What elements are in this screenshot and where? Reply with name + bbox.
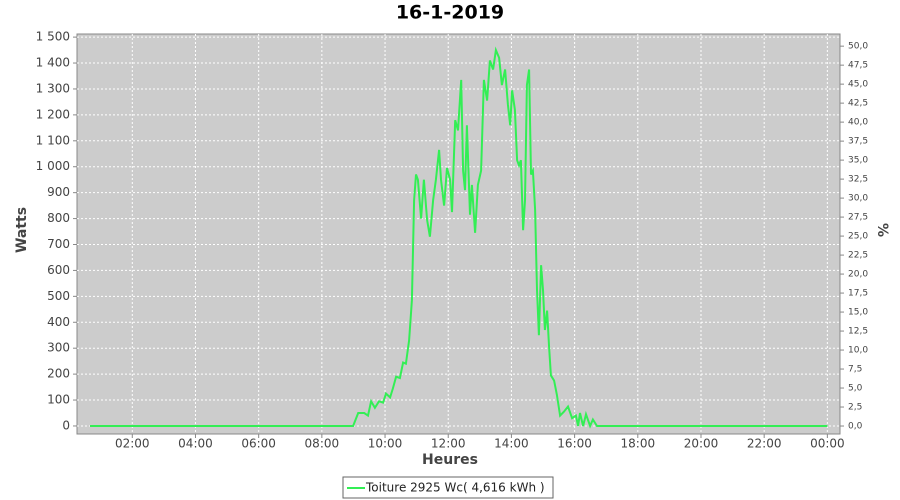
y-tick-label: 1 300 (36, 81, 70, 95)
y-tick-label: 500 (47, 289, 70, 303)
y2-tick-label: 30,0 (848, 194, 868, 204)
y-tick-label: 0 (62, 418, 70, 432)
y-tick-label: 800 (47, 211, 70, 225)
y2-tick-label: 22,5 (848, 251, 868, 261)
y2-tick-label: 37,5 (848, 137, 868, 147)
y2-tick-label: 10,0 (848, 346, 868, 356)
y2-tick-label: 32,5 (848, 175, 868, 185)
chart-title: 16-1-2019 (396, 2, 504, 24)
y-axis-label: Watts (14, 207, 30, 253)
y-tick-label: 1 400 (36, 56, 70, 70)
y-tick-label: 100 (47, 393, 70, 407)
x-axis-label: Heures (422, 452, 478, 468)
y2-tick-label: 12,5 (848, 327, 868, 337)
data-line (90, 46, 828, 429)
y-tick-label: 300 (47, 341, 70, 355)
x-tick-label: 22:00 (747, 437, 782, 451)
y2-axis-label: % (874, 223, 890, 237)
y2-tick-label: 45,0 (848, 80, 868, 90)
x-tick-label: 18:00 (621, 437, 656, 451)
x-tick-label: 10:00 (368, 437, 403, 451)
y2-tick-label: 25,0 (848, 232, 868, 242)
y-tick-label: 600 (47, 263, 70, 277)
y2-tick-label: 35,0 (848, 156, 868, 166)
x-tick-label: 14:00 (494, 437, 529, 451)
y-tick-label: 700 (47, 237, 70, 251)
y2-tick-label: 0,0 (848, 422, 863, 432)
legend-label: Toiture 2925 Wc( 4,616 kWh ) (365, 481, 545, 495)
legend-box (342, 476, 554, 499)
y2-tick-label: 2,5 (848, 403, 862, 413)
y-tick-label: 200 (47, 367, 70, 381)
y2-tick-label: 17,5 (848, 289, 868, 299)
y-tick-label: 1 100 (36, 133, 70, 147)
plot-area (76, 33, 841, 435)
y2-tick-label: 50,0 (848, 42, 868, 52)
y2-tick-label: 7,5 (848, 365, 862, 375)
x-tick-label: 02:00 (115, 437, 150, 451)
x-tick-label: 06:00 (241, 437, 276, 451)
y2-tick-label: 27,5 (848, 213, 868, 223)
y-tick-label: 400 (47, 315, 70, 329)
y2-tick-label: 40,0 (848, 118, 868, 128)
y2-tick-label: 47,5 (848, 61, 868, 71)
x-tick-label: 16:00 (557, 437, 592, 451)
y2-tick-label: 20,0 (848, 270, 868, 280)
x-tick-label: 04:00 (178, 437, 213, 451)
x-tick-label: 20:00 (684, 437, 719, 451)
x-tick-label: 00:00 (810, 437, 845, 451)
y2-tick-label: 42,5 (848, 99, 868, 109)
y2-tick-label: 15,0 (848, 308, 868, 318)
y-tick-label: 1 500 (36, 30, 70, 44)
x-tick-label: 12:00 (431, 437, 466, 451)
y-tick-label: 900 (47, 185, 70, 199)
x-tick-label: 08:00 (305, 437, 340, 451)
y2-tick-label: 5,0 (848, 384, 863, 394)
y-tick-label: 1 000 (36, 159, 70, 173)
y-tick-label: 1 200 (36, 107, 70, 121)
